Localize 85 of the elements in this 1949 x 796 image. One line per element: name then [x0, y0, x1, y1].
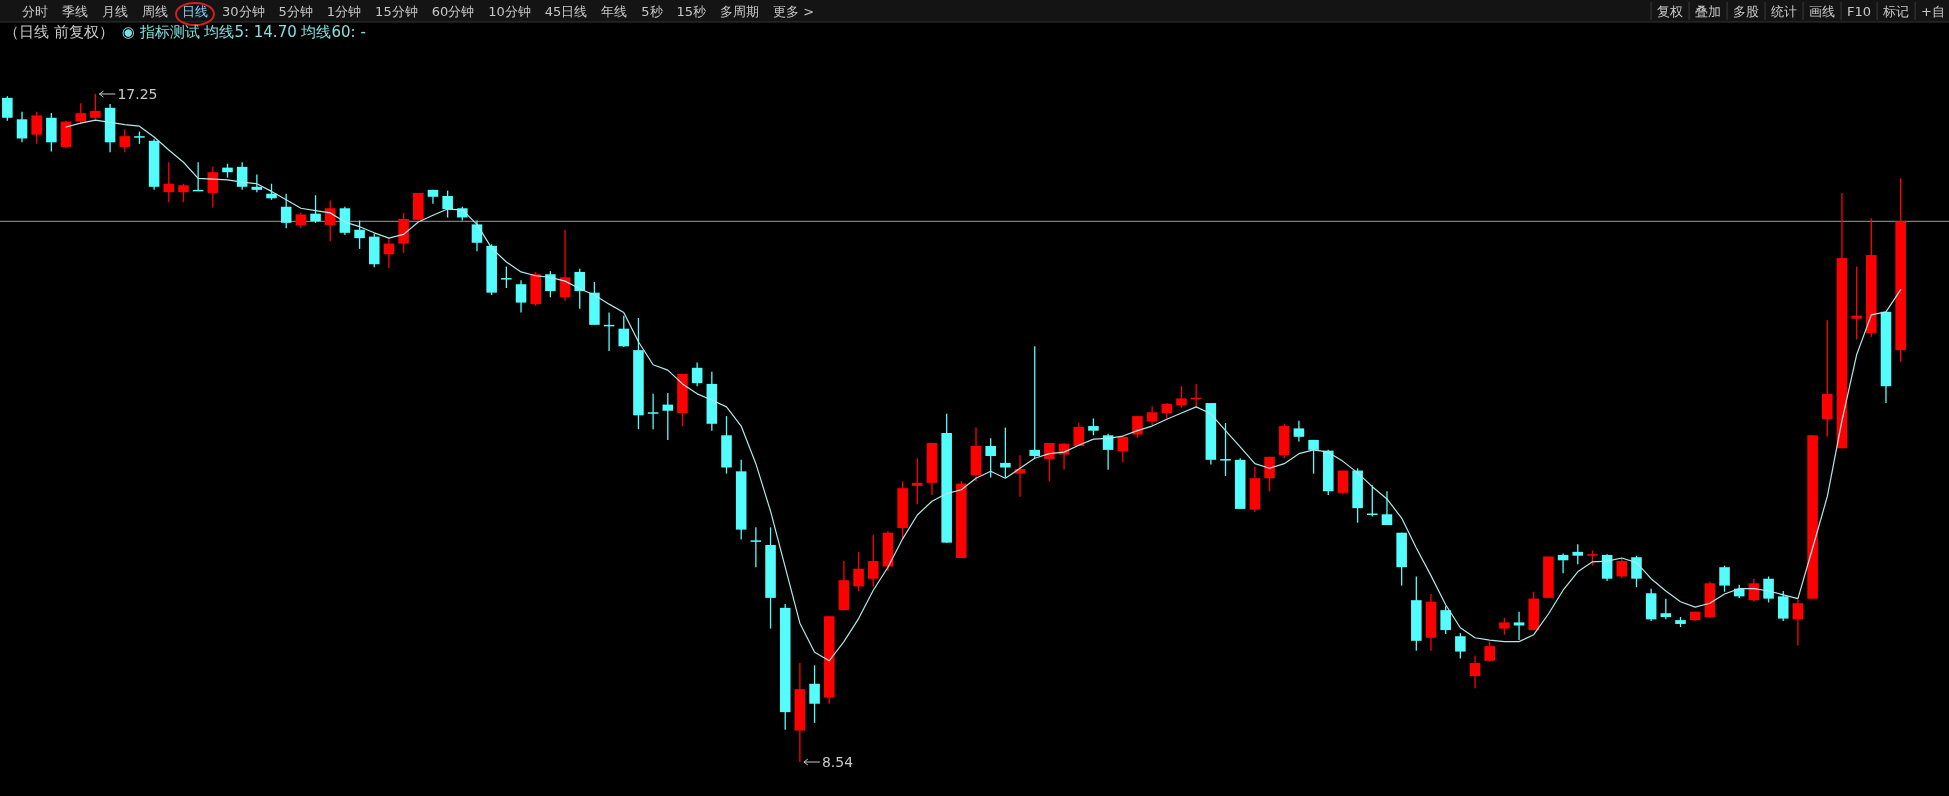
candlestick: [1631, 555, 1642, 588]
candlestick: [324, 199, 336, 242]
text: 标记: [1882, 4, 1910, 19]
text: 日线: [182, 4, 208, 19]
chart-title: （日线 前复权）: [4, 23, 114, 41]
text: +自: [1921, 4, 1945, 19]
candlestick: [31, 110, 42, 145]
text: 60分钟: [431, 4, 475, 19]
candlestick: [1777, 590, 1789, 622]
text: 15秒: [676, 4, 707, 19]
candlestick: [2, 95, 13, 122]
candlestick: [618, 314, 630, 348]
candlestick: [1044, 442, 1055, 482]
candlestick: [119, 128, 131, 153]
candlestick: [1132, 415, 1143, 439]
candlestick: [515, 279, 527, 314]
candlestick: [1176, 385, 1187, 409]
text: 统计: [1771, 4, 1798, 19]
chart-subtitle: ◉ 指标测试 均线5: 14.70 均线60: -: [121, 23, 366, 41]
candlestick: [310, 194, 321, 224]
text: F10: [1847, 4, 1872, 19]
candlestick: [1014, 454, 1026, 498]
candlestick: [471, 219, 483, 252]
text: 多股: [1733, 4, 1760, 19]
candlestick: [867, 534, 879, 588]
candlestick: [1293, 420, 1305, 443]
annotation: 8.54: [821, 754, 854, 770]
candlestick: [1455, 632, 1466, 660]
candlestick: [1513, 611, 1525, 641]
candlestick: [16, 110, 28, 143]
candlestick: [1440, 605, 1451, 635]
candlestick: [501, 265, 512, 289]
candlestick: [1660, 597, 1672, 620]
candlestick: [1763, 575, 1774, 604]
text: 季线: [62, 4, 88, 19]
candlestick: [1146, 405, 1158, 426]
text: 5秒: [641, 4, 663, 19]
candlestick: [1308, 439, 1319, 475]
candlestick: [691, 361, 703, 387]
candlestick: [853, 551, 864, 592]
candlestick: [163, 161, 175, 203]
candlestick: [75, 102, 87, 125]
text: 15分钟: [375, 4, 418, 19]
text: 叠加: [1695, 4, 1722, 19]
candlestick: [985, 437, 996, 479]
text: 年线: [601, 4, 628, 19]
candlestick: [1117, 434, 1129, 463]
text: 月线: [102, 4, 128, 19]
candlestick: [545, 270, 556, 298]
candlestick: [1469, 654, 1481, 690]
text: 1分钟: [326, 4, 362, 19]
text: 30分钟: [222, 4, 265, 19]
annotation: 17.25: [117, 86, 158, 102]
candlestick: [1572, 543, 1584, 565]
text: 多周期: [720, 4, 760, 19]
candlestick: [1000, 426, 1011, 479]
candlestick: [1616, 558, 1628, 579]
text: 10分钟: [488, 4, 531, 19]
candlestick: [1484, 640, 1495, 663]
text: 分时: [22, 4, 48, 19]
candlestick: [178, 183, 189, 203]
candlestick: [1851, 265, 1862, 341]
candlestick: [1792, 598, 1804, 647]
candlestick: [912, 457, 923, 505]
candlestick: [750, 526, 762, 568]
text: 5分钟: [278, 4, 313, 19]
text: 周线: [142, 4, 168, 19]
candlestick: [1719, 565, 1730, 593]
candlestick: [1220, 422, 1231, 477]
text: 更多 >: [773, 4, 815, 19]
candlestick: [1102, 433, 1114, 471]
text: 45日线: [544, 4, 588, 19]
candlestick: [647, 393, 659, 430]
text: 画线: [1809, 4, 1836, 19]
candlestick: [280, 193, 292, 229]
candlestick: [574, 268, 586, 310]
candlestick: [809, 664, 820, 724]
text: 复权: [1657, 4, 1684, 19]
candlestick: [1601, 553, 1613, 582]
candlestick: [662, 392, 674, 441]
candlestick: [442, 189, 453, 219]
candlestick: [1029, 345, 1041, 459]
candlestick: [90, 93, 101, 120]
candlestick: [354, 219, 365, 250]
candlestick: [1381, 490, 1393, 526]
